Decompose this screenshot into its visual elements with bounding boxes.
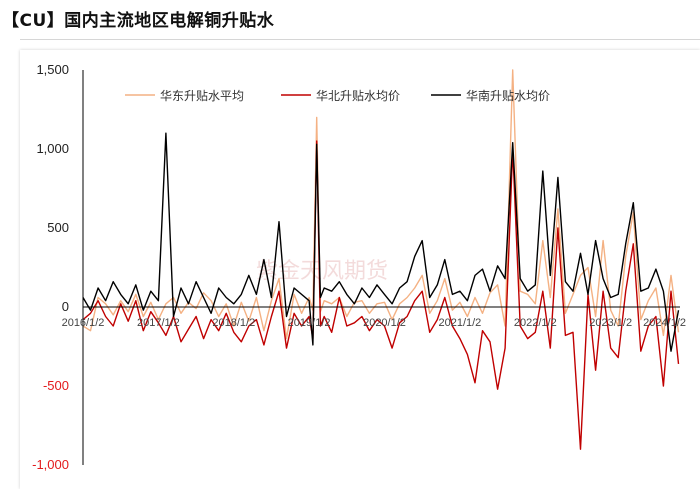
x-tick-label: 2016/1/2	[62, 317, 105, 329]
title-divider	[20, 39, 700, 40]
x-tick-label: 2018/1/2	[212, 317, 255, 329]
watermark: 紫金天风期货	[256, 259, 388, 284]
legend-label-south: 华南升贴水均价	[466, 88, 550, 103]
x-tick-label: 2024/1/2	[643, 317, 686, 329]
y-tick-label: 1,000	[36, 141, 69, 156]
y-tick-label: 500	[47, 220, 69, 235]
y-ticks: 1,500 1,000 500 0 -500 -1,000	[32, 62, 69, 472]
legend: 华东升贴水平均 华北升贴水均价 华南升贴水均价	[125, 88, 550, 103]
x-ticks: 2016/1/2 2017/1/2 2018/1/2 2019/1/2 2020/1/2…	[62, 317, 686, 329]
x-tick-label: 2017/1/2	[137, 317, 180, 329]
x-tick-label: 2020/1/2	[363, 317, 406, 329]
series-line-east	[82, 69, 680, 340]
series-line-north	[82, 140, 680, 450]
line-chart: 紫金天风期货 1,500 1,000 500 0 -500 -1,000 2016/1/2…	[32, 62, 686, 472]
x-tick-label: 2021/1/2	[438, 317, 481, 329]
y-tick-label: -1,000	[32, 457, 69, 472]
legend-label-east: 华东升贴水平均	[160, 89, 244, 103]
series-line-south	[82, 132, 680, 352]
series-layer	[82, 69, 680, 450]
x-tick-label: 2019/1/2	[288, 317, 331, 329]
x-tick-label: 2022/1/2	[514, 317, 557, 329]
x-tick-label: 2023/1/2	[589, 317, 632, 329]
chart-panel: 紫金天风期货 1,500 1,000 500 0 -500 -1,000 2016/1/2…	[20, 50, 700, 489]
legend-label-north: 华北升贴水均价	[316, 89, 400, 103]
y-tick-label: -500	[43, 378, 69, 393]
page-title: 【CU】国内主流地区电解铜升贴水	[2, 11, 275, 31]
y-tick-label: 1,500	[36, 62, 69, 77]
y-tick-label: 0	[62, 299, 69, 314]
